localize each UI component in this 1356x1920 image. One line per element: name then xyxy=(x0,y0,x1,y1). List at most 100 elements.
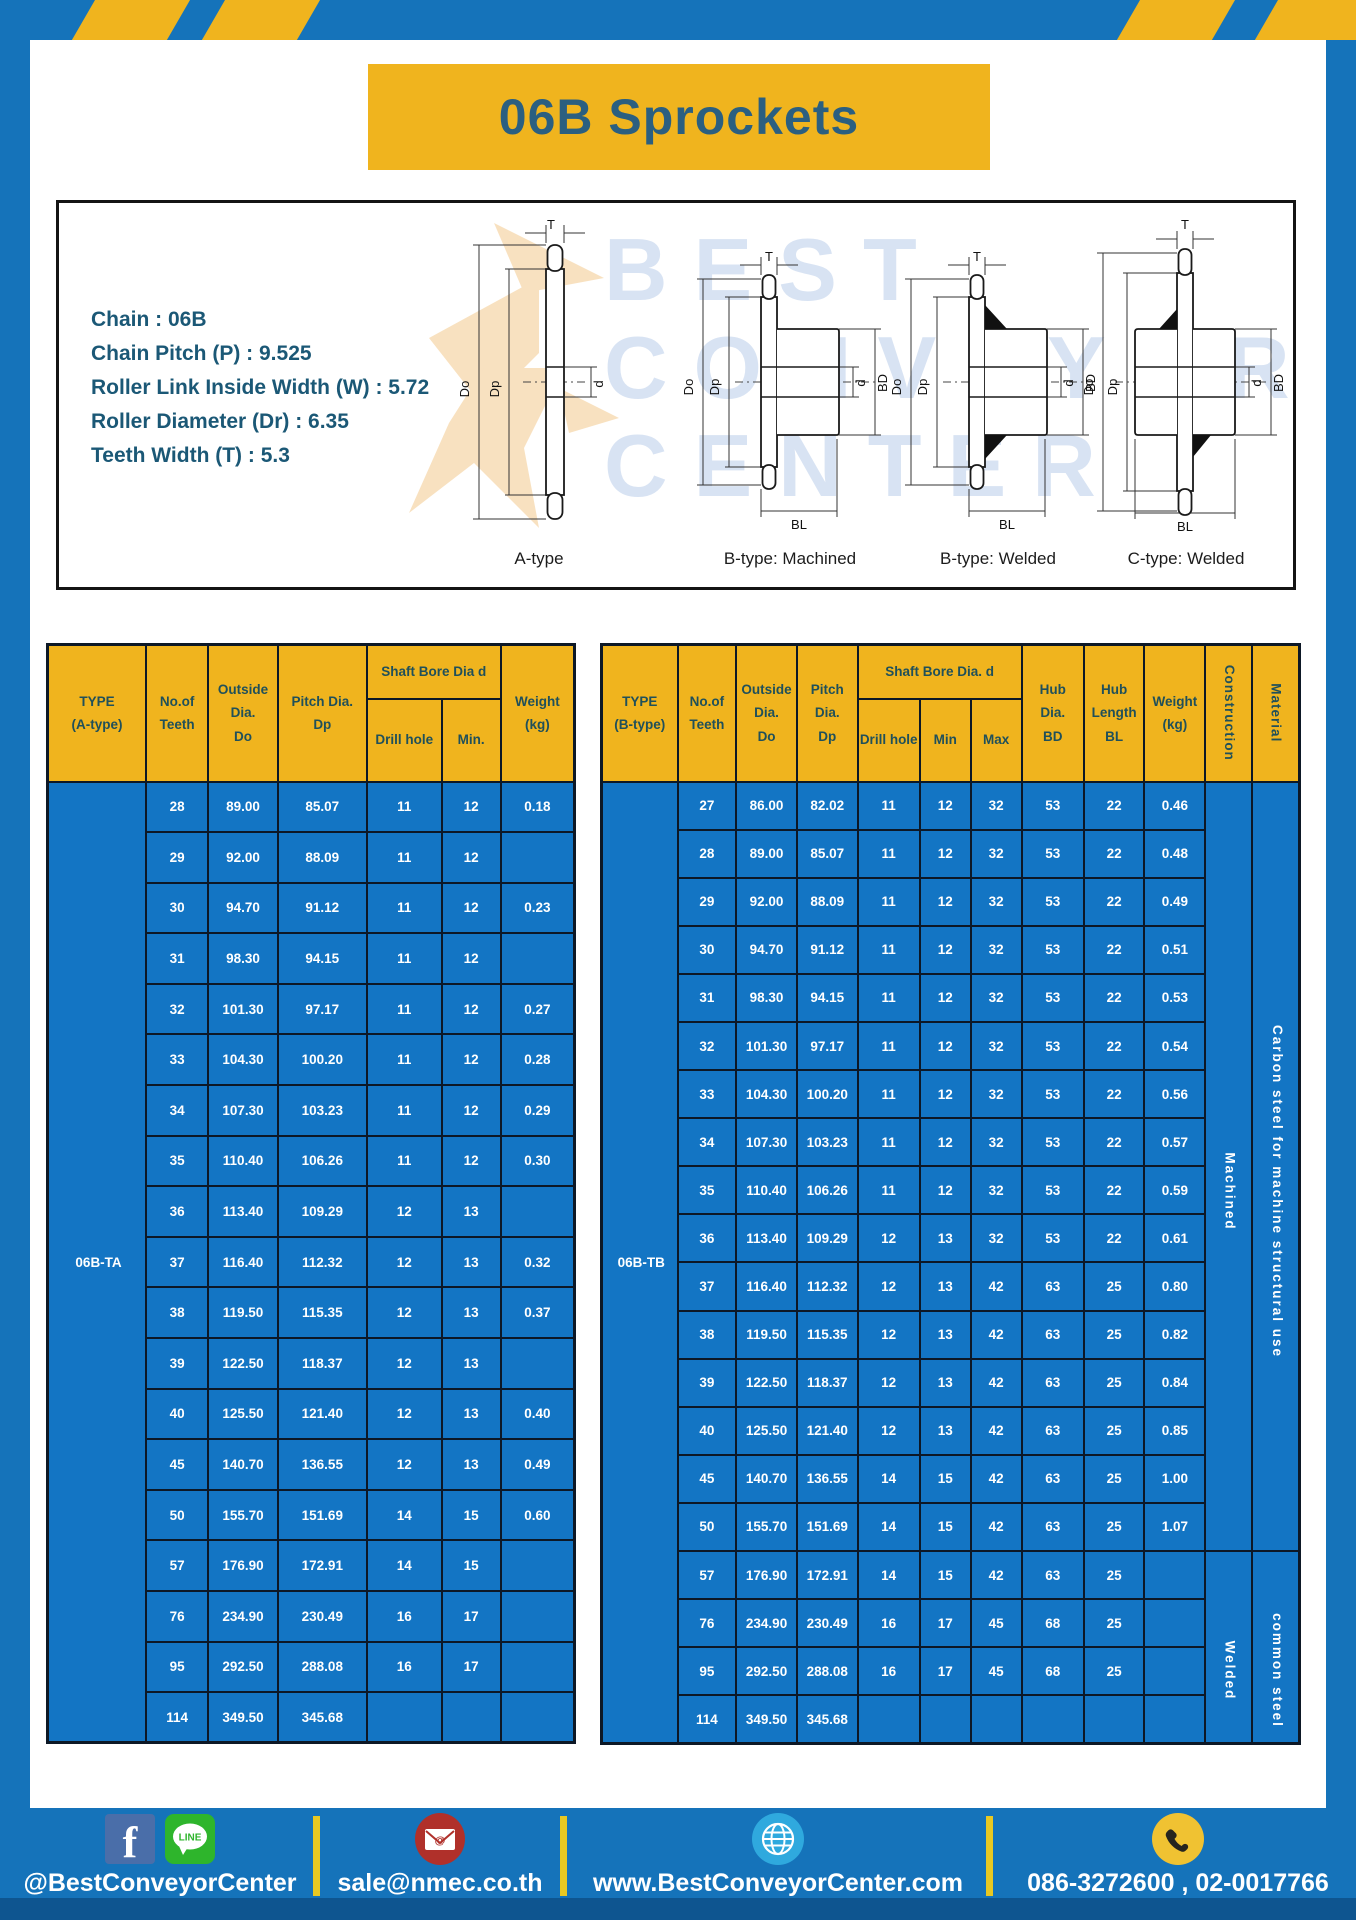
cell-weight xyxy=(499,1640,576,1694)
footer-social-group: f LINE @BestConveyorCenter xyxy=(0,1813,320,1898)
drawing-caption: B-type: Welded xyxy=(940,549,1056,568)
cell-outside-dia: 292.50 xyxy=(735,1646,798,1697)
cell-outside-dia: 122.50 xyxy=(207,1337,279,1390)
cell-pitch-dia: 97.17 xyxy=(276,982,368,1036)
cell-hub-length: 22 xyxy=(1082,876,1146,927)
cell-bore-min: 13 xyxy=(918,1309,972,1360)
cell-type-spacer xyxy=(46,1085,148,1136)
table-row: 37 116.40 112.32 12 13 42 63 25 0.80 xyxy=(600,1261,1301,1312)
col-header-min: Min xyxy=(918,697,972,783)
cell-material-spacer xyxy=(1250,1406,1301,1455)
cell-weight xyxy=(1143,1694,1207,1745)
col-header-pitch-dia: Pitch Dia. Dp xyxy=(795,643,859,783)
cell-construction-spacer xyxy=(1204,1214,1253,1263)
cell-drill-hole: 12 xyxy=(856,1261,921,1312)
cell-weight xyxy=(499,1691,576,1744)
line-app-icon[interactable]: LINE xyxy=(165,1814,215,1864)
col-header-type: TYPE (A-type) xyxy=(46,643,148,783)
cell-outside-dia: 349.50 xyxy=(207,1691,279,1744)
chain-specs: Chain : 06B Chain Pitch (P) : 9.525 Roll… xyxy=(91,303,429,473)
cell-bore-min: 13 xyxy=(918,1357,972,1408)
phone-numbers[interactable]: 086-3272600 , 02-0017766 xyxy=(1027,1869,1329,1897)
cell-material-spacer xyxy=(1250,1502,1301,1551)
cell-weight: 0.56 xyxy=(1143,1069,1207,1120)
cell-pitch-dia: 100.20 xyxy=(795,1069,859,1120)
cell-bore-min: 12 xyxy=(440,780,502,834)
cell-pitch-dia: 88.09 xyxy=(795,876,859,927)
cell-bore-min: 17 xyxy=(918,1646,972,1697)
dim-label-bl: BL xyxy=(791,517,807,532)
cell-outside-dia: 94.70 xyxy=(735,924,798,975)
cell-teeth: 39 xyxy=(676,1357,738,1408)
cell-teeth: 33 xyxy=(145,1033,210,1087)
cell-construction-spacer xyxy=(1204,1166,1253,1215)
dim-label-d: d xyxy=(1061,379,1076,386)
cell-bore-min: 17 xyxy=(440,1590,502,1643)
cell-construction-spacer xyxy=(1204,1262,1253,1311)
table-row: 36 113.40 109.29 12 13 32 53 22 0.61 xyxy=(600,1213,1301,1264)
cell-drill-hole: 11 xyxy=(856,972,921,1023)
cell-teeth: 57 xyxy=(145,1539,210,1592)
cell-drill-hole: 11 xyxy=(856,876,921,927)
cell-outside-dia: 110.40 xyxy=(735,1165,798,1216)
table-row: 34 107.30 103.23 11 12 32 53 22 0.57 xyxy=(600,1117,1301,1168)
cell-pitch-dia: 85.07 xyxy=(276,780,368,834)
cell-teeth: 76 xyxy=(145,1590,210,1643)
cell-pitch-dia: 288.08 xyxy=(276,1640,368,1694)
footer-divider xyxy=(313,1816,320,1896)
cell-bore-min: 12 xyxy=(440,932,502,985)
cell-pitch-dia: 106.26 xyxy=(795,1165,859,1216)
table-row: 33 104.30 100.20 11 12 32 53 22 0.56 xyxy=(600,1069,1301,1120)
social-handle[interactable]: @BestConveyorCenter xyxy=(23,1869,297,1897)
email-address[interactable]: sale@nmec.co.th xyxy=(337,1869,543,1897)
spec-line-pitch: Chain Pitch (P) : 9.525 xyxy=(91,342,312,365)
cell-teeth: 50 xyxy=(145,1488,210,1542)
table-row: 38 119.50 115.35 12 13 0.37 xyxy=(46,1286,576,1340)
cell-bore-min: 13 xyxy=(440,1337,502,1390)
svg-text:@: @ xyxy=(435,1835,446,1847)
table-row: 39 122.50 118.37 12 13 xyxy=(46,1337,576,1390)
cell-bore-min: 13 xyxy=(440,1235,502,1289)
col-header-weight: Weight (kg) xyxy=(499,643,576,783)
cell-type-spacer xyxy=(46,1338,148,1389)
table-row: 35 110.40 106.26 11 12 32 53 22 0.59 xyxy=(600,1165,1301,1216)
cell-pitch-dia: 121.40 xyxy=(795,1405,859,1456)
cell-material-spacer xyxy=(1250,877,1301,926)
cell-teeth: 29 xyxy=(145,831,210,884)
table-row: 30 94.70 91.12 11 12 32 53 22 0.51 xyxy=(600,924,1301,975)
cell-hub-length: 22 xyxy=(1082,924,1146,975)
table-row: 50 155.70 151.69 14 15 0.60 xyxy=(46,1488,576,1542)
table-row: 29 92.00 88.09 11 12 xyxy=(46,831,576,884)
cell-bore-min: 12 xyxy=(440,982,502,1036)
website-url[interactable]: www.BestConveyorCenter.com xyxy=(593,1869,964,1897)
cell-drill-hole: 16 xyxy=(365,1640,443,1694)
cell-bore-max: 32 xyxy=(969,924,1023,975)
table-b-type: TYPE (B-type) No.of Teeth Outside Dia. D… xyxy=(600,643,1301,1745)
cell-type-spacer xyxy=(46,983,148,1035)
cell-drill-hole xyxy=(856,1694,921,1745)
cell-type-spacer xyxy=(600,829,679,878)
cell-teeth: 95 xyxy=(145,1640,210,1694)
table-row: 36 113.40 109.29 12 13 xyxy=(46,1185,576,1238)
cell-bore-min: 17 xyxy=(918,1598,972,1649)
facebook-icon[interactable]: f xyxy=(105,1814,155,1864)
col-header-shaft-bore: Shaft Bore Dia. d xyxy=(856,643,1023,700)
drawing-caption: A-type xyxy=(514,549,564,568)
cell-type-spacer xyxy=(46,781,148,833)
cell-pitch-dia: 345.68 xyxy=(276,1691,368,1744)
cell-bore-min: 13 xyxy=(440,1185,502,1238)
cell-type-spacer xyxy=(600,1695,679,1744)
cell-bore-max: 32 xyxy=(969,780,1023,831)
table-row: 30 94.70 91.12 11 12 0.23 xyxy=(46,881,576,935)
cell-drill-hole: 12 xyxy=(365,1337,443,1390)
cell-weight: 0.51 xyxy=(1143,924,1207,975)
cell-drill-hole: 11 xyxy=(856,1020,921,1072)
email-icon: @ xyxy=(415,1813,465,1865)
col-header-drill-hole: Drill hole xyxy=(856,697,921,783)
svg-text:LINE: LINE xyxy=(179,1833,202,1844)
top-band-stripe xyxy=(71,0,190,40)
cell-hub-length: 22 xyxy=(1082,1213,1146,1264)
cell-hub-dia xyxy=(1020,1694,1085,1745)
cell-type-spacer xyxy=(46,1034,148,1086)
cell-outside-dia: 110.40 xyxy=(207,1134,279,1188)
